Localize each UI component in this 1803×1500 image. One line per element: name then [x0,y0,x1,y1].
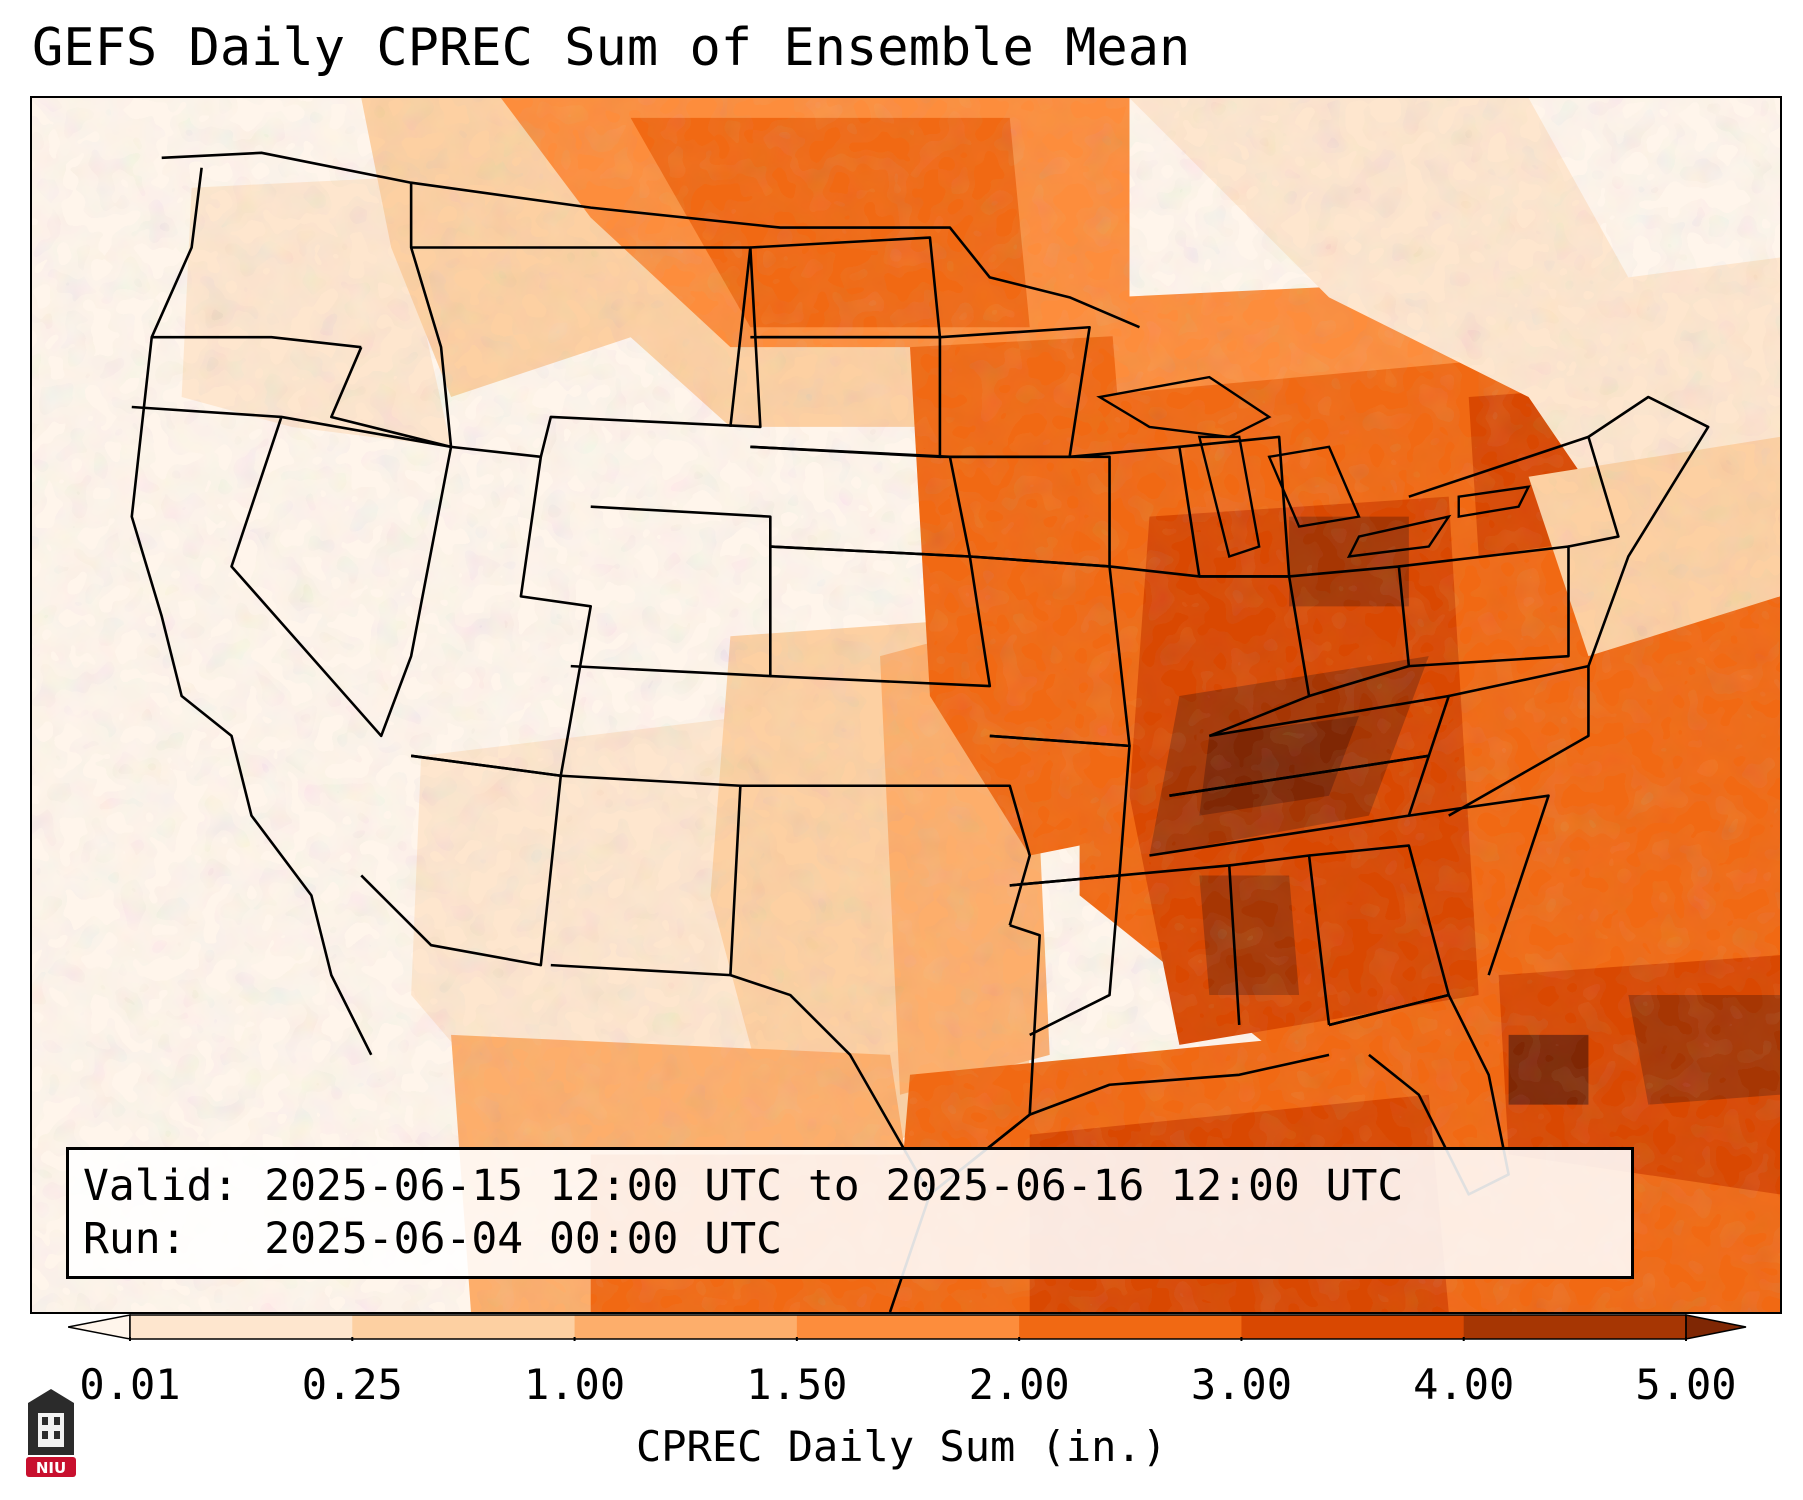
info-box: Valid: 2025-06-15 12:00 UTC to 2025-06-1… [66,1147,1634,1279]
great-lakes [1096,375,1531,559]
page-title: GEFS Daily CPREC Sum of Ensemble Mean [32,18,1191,78]
map-panel [30,96,1782,1314]
precip-field [32,98,1780,1312]
colorbar-label: CPREC Daily Sum (in.) [635,1422,1167,1471]
niu-logo: NIU [26,1389,76,1477]
colorbar [68,1314,1747,1341]
run-value: 2025-06-04 00:00 UTC [264,1214,782,1264]
logo-badge [26,1457,76,1477]
colorbar-tick-label: 0.01 [79,1360,181,1409]
colorbar-segment [352,1315,576,1339]
colorbar-extend-low [68,1314,131,1340]
colorbar-tick-label: 4.00 [1413,1360,1515,1409]
run-label: Run: [83,1214,187,1264]
colorbar-tick-label: 5.00 [1635,1360,1737,1409]
colorbar-segment [1463,1315,1687,1339]
colorbar-segment [1019,1315,1242,1339]
precipitation-map [32,98,1780,1312]
colorbar-tick-label: 2.00 [968,1360,1070,1409]
colorbar-tick-label: 3.00 [1190,1360,1292,1409]
run-line: Run: 2025-06-04 00:00 UTC [83,1213,1617,1266]
valid-label: Valid: [83,1161,239,1211]
colorbar-segment [1241,1315,1465,1339]
valid-value: 2025-06-15 12:00 UTC to 2025-06-16 12:00… [264,1161,1404,1211]
colorbar-tick-label: 1.50 [746,1360,848,1409]
colorbar-extend-high [1685,1314,1747,1340]
colorbar-segment [574,1315,798,1339]
state-boundaries [130,151,1710,1312]
colorbar-tick-label: 1.00 [523,1360,626,1409]
logo-text: NIU [36,1459,66,1477]
colorbar-tick-label: 0.25 [301,1360,403,1409]
valid-line: Valid: 2025-06-15 12:00 UTC to 2025-06-1… [83,1160,1617,1213]
colorbar-segment [130,1315,353,1339]
colorbar-outline [129,1314,1687,1340]
colorbar-segment [796,1315,1020,1339]
